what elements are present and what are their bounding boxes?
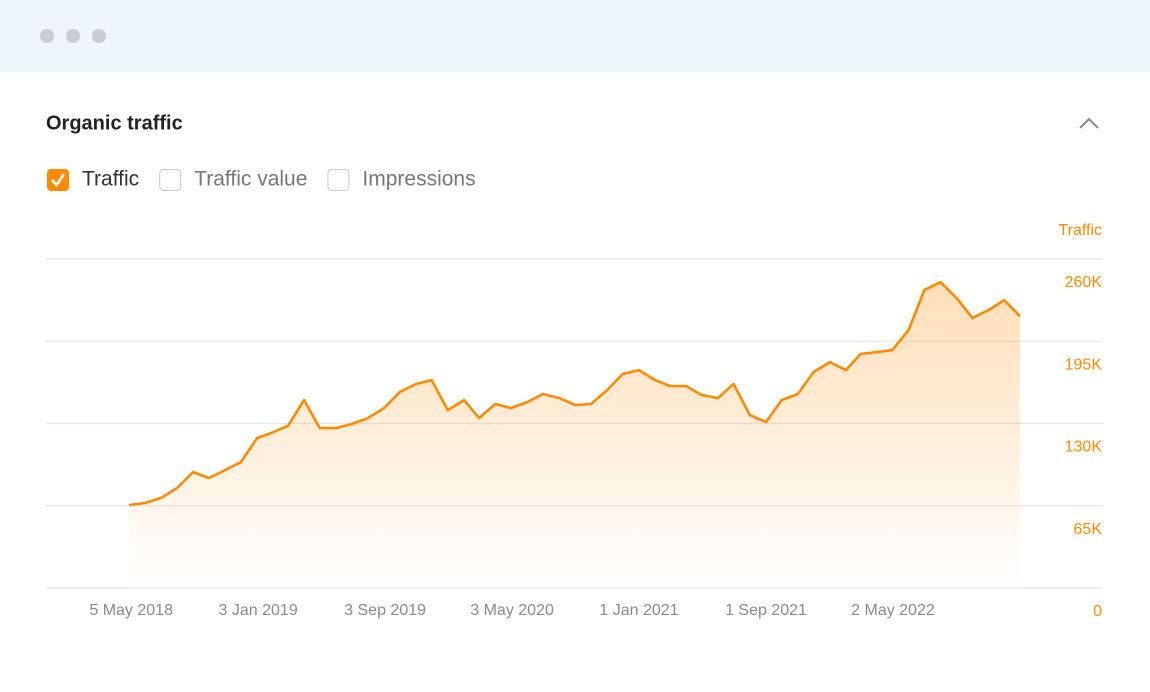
x-tick-label: 1 Jan 2021 [599, 602, 678, 619]
x-tick-label: 3 Sep 2019 [344, 602, 426, 619]
x-tick-label: 5 May 2018 [89, 602, 173, 619]
y-tick-label: 195K [1065, 356, 1103, 373]
window-dot [92, 29, 106, 43]
collapse-chevron[interactable] [1079, 117, 1099, 129]
checkbox-label[interactable]: Traffic [82, 168, 139, 191]
x-tick-label: 3 Jan 2019 [219, 602, 298, 619]
window-dot [66, 29, 80, 43]
window-bar [0, 0, 1150, 72]
y-axis-title: Traffic [1058, 222, 1102, 239]
checkbox[interactable] [47, 169, 69, 191]
y-tick-label: 130K [1065, 439, 1103, 456]
y-tick-label: 0 [1093, 603, 1102, 620]
checkmark [51, 173, 66, 188]
x-tick-label: 2 May 2022 [851, 602, 935, 619]
window-dot [40, 29, 54, 43]
traffic-area [129, 282, 1020, 588]
checkbox[interactable] [327, 169, 350, 191]
panel-title: Organic traffic [46, 112, 183, 134]
checkbox[interactable] [159, 169, 182, 191]
x-tick-label: 1 Sep 2021 [725, 602, 807, 619]
y-tick-label: 260K [1065, 274, 1103, 291]
checkbox-label[interactable]: Traffic value [194, 168, 307, 191]
y-tick-label: 65K [1074, 521, 1103, 538]
checkbox-label[interactable]: Impressions [362, 168, 475, 191]
x-tick-label: 3 May 2020 [470, 602, 554, 619]
traffic-line [128, 280, 1021, 507]
